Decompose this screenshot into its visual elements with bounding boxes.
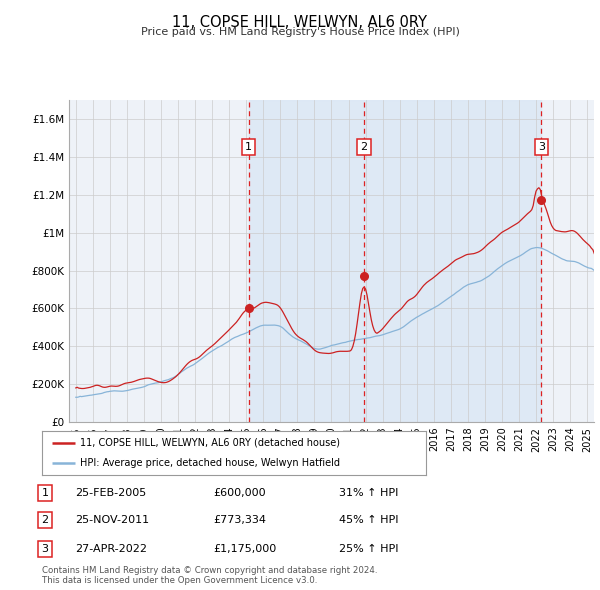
Text: 11, COPSE HILL, WELWYN, AL6 0RY (detached house): 11, COPSE HILL, WELWYN, AL6 0RY (detache… xyxy=(80,438,340,448)
Text: 25-NOV-2011: 25-NOV-2011 xyxy=(75,516,149,525)
Text: 45% ↑ HPI: 45% ↑ HPI xyxy=(339,516,398,525)
Text: 3: 3 xyxy=(41,544,49,553)
Text: 27-APR-2022: 27-APR-2022 xyxy=(75,544,147,553)
Text: £600,000: £600,000 xyxy=(213,488,266,497)
Text: 25-FEB-2005: 25-FEB-2005 xyxy=(75,488,146,497)
Text: 3: 3 xyxy=(538,142,545,152)
Text: 11, COPSE HILL, WELWYN, AL6 0RY: 11, COPSE HILL, WELWYN, AL6 0RY xyxy=(173,15,427,30)
Text: HPI: Average price, detached house, Welwyn Hatfield: HPI: Average price, detached house, Welw… xyxy=(80,458,340,468)
Text: 31% ↑ HPI: 31% ↑ HPI xyxy=(339,488,398,497)
Text: 2: 2 xyxy=(41,516,49,525)
Text: 2: 2 xyxy=(361,142,367,152)
Text: £1,175,000: £1,175,000 xyxy=(213,544,276,553)
Text: £773,334: £773,334 xyxy=(213,516,266,525)
Text: 1: 1 xyxy=(245,142,252,152)
Text: 1: 1 xyxy=(41,488,49,497)
Text: Price paid vs. HM Land Registry's House Price Index (HPI): Price paid vs. HM Land Registry's House … xyxy=(140,27,460,37)
Text: 25% ↑ HPI: 25% ↑ HPI xyxy=(339,544,398,553)
Bar xyxy=(248,100,364,422)
Bar xyxy=(364,100,541,422)
Text: Contains HM Land Registry data © Crown copyright and database right 2024.
This d: Contains HM Land Registry data © Crown c… xyxy=(42,566,377,585)
